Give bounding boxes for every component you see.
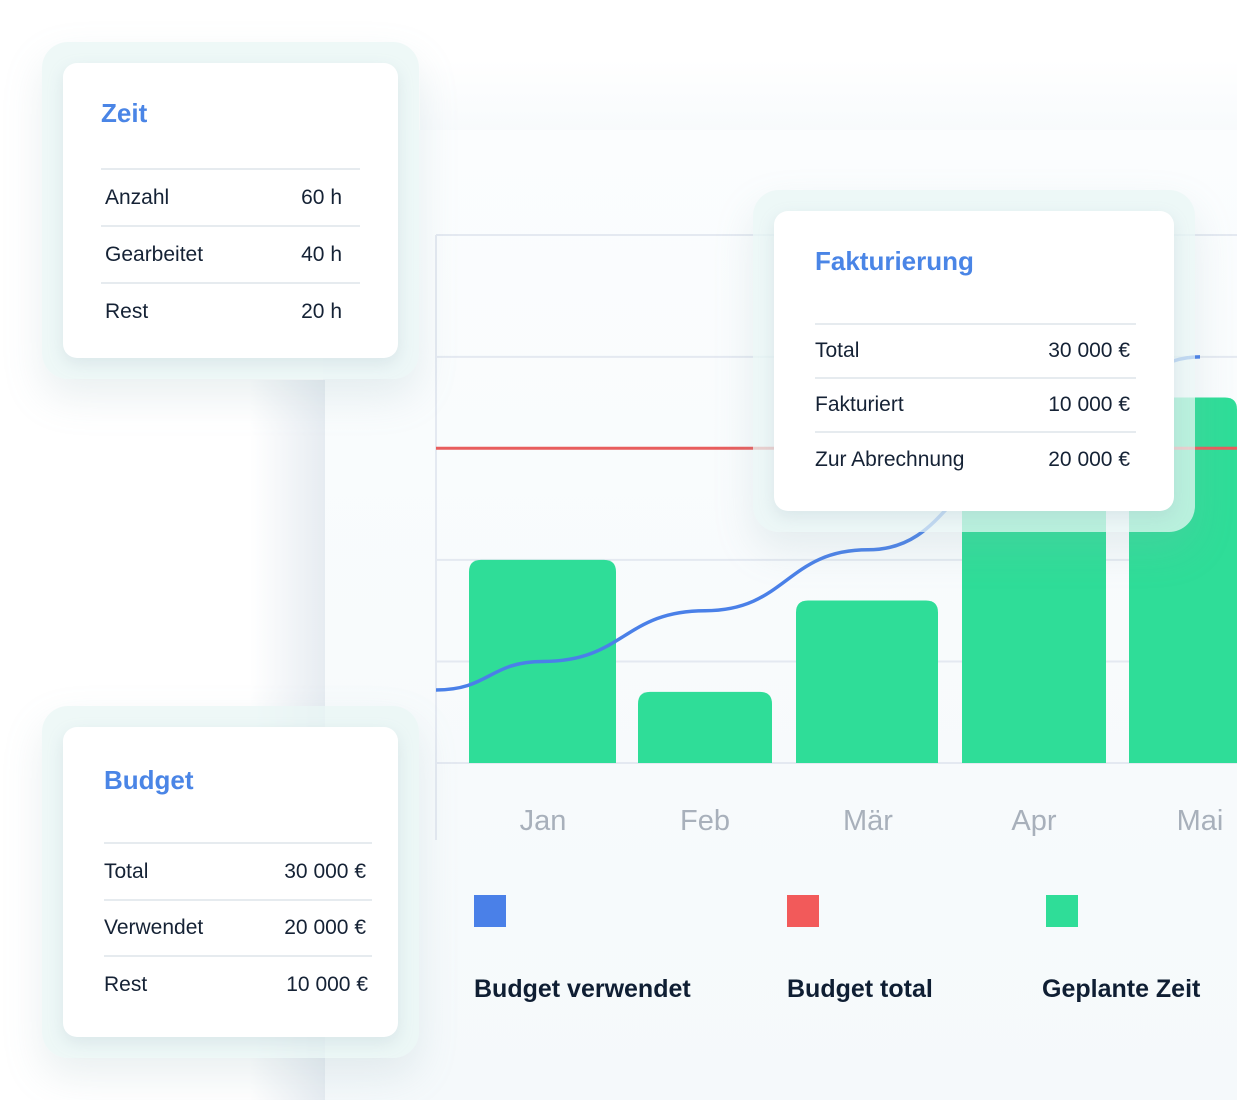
row-label: Anzahl — [105, 185, 170, 209]
row-value: 40 h — [301, 242, 342, 266]
x-label-feb: Feb — [680, 805, 730, 837]
row-value: 20 000 € — [1048, 448, 1130, 471]
row-value: 10 000 € — [286, 972, 368, 996]
row-value: 30 000 € — [1048, 339, 1130, 362]
budget-row-rest: Rest 10 000 € — [104, 955, 372, 1012]
row-label: Zur Abrechnung — [815, 448, 965, 471]
row-label: Verwendet — [104, 916, 204, 939]
row-value: 10 000 € — [1048, 393, 1130, 416]
row-label: Fakturiert — [815, 393, 904, 416]
legend-label-budget-verwendet: Budget verwendet — [474, 975, 691, 1003]
row-value: 20 h — [301, 299, 342, 323]
zeit-row-anzahl: Anzahl 60 h — [101, 168, 360, 225]
x-label-mär: Mär — [843, 805, 893, 837]
row-label: Rest — [104, 972, 148, 996]
legend-label-geplante-zeit: Geplante Zeit — [1042, 975, 1201, 1003]
budget-card-body: Budget Total 30 000 € Verwendet 20 000 €… — [63, 727, 398, 1037]
fakturierung-card-title: Fakturierung — [815, 246, 974, 276]
x-label-mai: Mai — [1177, 805, 1224, 837]
row-label: Total — [104, 859, 149, 883]
x-label-jan: Jan — [520, 805, 567, 837]
budget-row-verwendet: Verwendet 20 000 € — [104, 899, 372, 955]
fakturierung-row-fakturiert: Fakturiert 10 000 € — [815, 377, 1136, 431]
zeit-row-gearbeitet: Gearbeitet 40 h — [101, 225, 360, 282]
row-label: Total — [815, 339, 860, 362]
row-label: Rest — [105, 299, 149, 323]
legend-swatch-budget-verwendet — [474, 895, 506, 927]
fakturierung-row-zur-abrechnung: Zur Abrechnung 20 000 € — [815, 431, 1136, 487]
legend-swatch-geplante-zeit — [1046, 895, 1078, 927]
x-label-apr: Apr — [1011, 805, 1056, 837]
fakturierung-card-body: Fakturierung Total 30 000 € Fakturiert 1… — [774, 211, 1174, 511]
row-value: 30 000 € — [284, 859, 366, 883]
zeit-card-body: Zeit Anzahl 60 h Gearbeitet 40 h Rest 20… — [63, 63, 398, 358]
bar-mär — [796, 600, 938, 763]
budget-card: Budget Total 30 000 € Verwendet 20 000 €… — [42, 706, 419, 1058]
fakturierung-card: Fakturierung Total 30 000 € Fakturiert 1… — [753, 190, 1195, 532]
budget-card-title: Budget — [104, 765, 194, 795]
bar-feb — [638, 691, 772, 763]
zeit-card: Zeit Anzahl 60 h Gearbeitet 40 h Rest 20… — [42, 42, 419, 379]
row-value: 20 000 € — [284, 916, 366, 939]
zeit-row-rest: Rest 20 h — [101, 282, 360, 339]
row-label: Gearbeitet — [105, 242, 204, 266]
zeit-card-title: Zeit — [101, 98, 148, 128]
background-panel-top — [420, 60, 1237, 135]
budget-row-total: Total 30 000 € — [104, 842, 372, 899]
fakturierung-row-total: Total 30 000 € — [815, 323, 1136, 377]
row-value: 60 h — [301, 185, 342, 209]
legend-swatch-budget-total — [787, 895, 819, 927]
legend-label-budget-total: Budget total — [787, 975, 933, 1003]
x-axis-labels: Jan Feb Mär Apr Mai — [520, 805, 1224, 837]
